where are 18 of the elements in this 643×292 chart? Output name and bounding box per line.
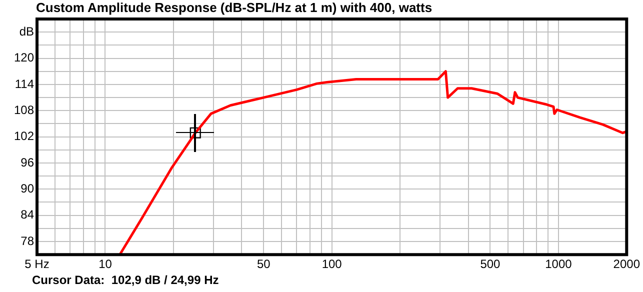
x-tick-label: 500 [480,257,501,272]
x-tick-label: 100 [322,257,342,272]
x-tick-label: 50 [256,257,271,272]
y-tick-label: 96 [20,155,34,170]
x-tick-label: 5 Hz [24,257,50,272]
y-tick-label: 114 [14,76,34,91]
y-tick-label: 78 [20,234,34,248]
y-tick-label: dB [19,24,34,38]
y-tick-label: 120 [14,50,34,65]
text: Cursor Data: 102,9 dB / 24,99 Hz [32,273,219,287]
x-tick-label: 10 [98,257,112,272]
y-tick-label: 102 [14,129,34,144]
x-tick-label: 1000 [545,257,572,272]
y-tick-label: 84 [20,208,34,222]
y-tick-label: 90 [20,181,34,196]
chart-title: Custom Amplitude Response (dB-SPL/Hz at 1 m) with 400, watts [36,0,432,15]
y-tick-label: 108 [14,102,34,117]
x-tick-label: 2000 [613,257,640,272]
